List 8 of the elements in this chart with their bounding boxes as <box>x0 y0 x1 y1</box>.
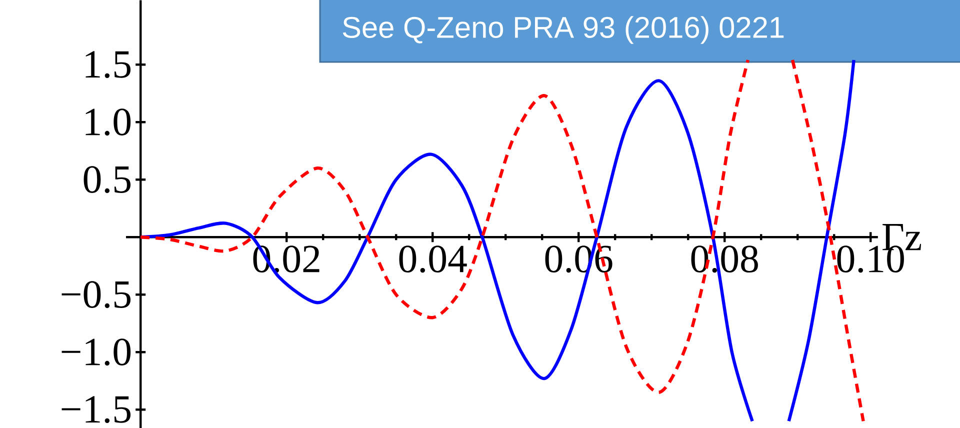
y-tick-label: −1.0 <box>62 338 131 366</box>
y-tick-label: −0.5 <box>62 281 131 308</box>
y-tick-label: −1.5 <box>62 396 131 424</box>
annotation: See Q-Zeno PRA 93 (2016) 0221 <box>342 16 784 44</box>
y-tick-label: 1.0 <box>86 108 131 136</box>
y-tick-label: 1.5 <box>86 51 131 78</box>
y-tick-label: 0.5 <box>84 166 131 194</box>
x-tick-label: 0.04 <box>399 246 467 273</box>
